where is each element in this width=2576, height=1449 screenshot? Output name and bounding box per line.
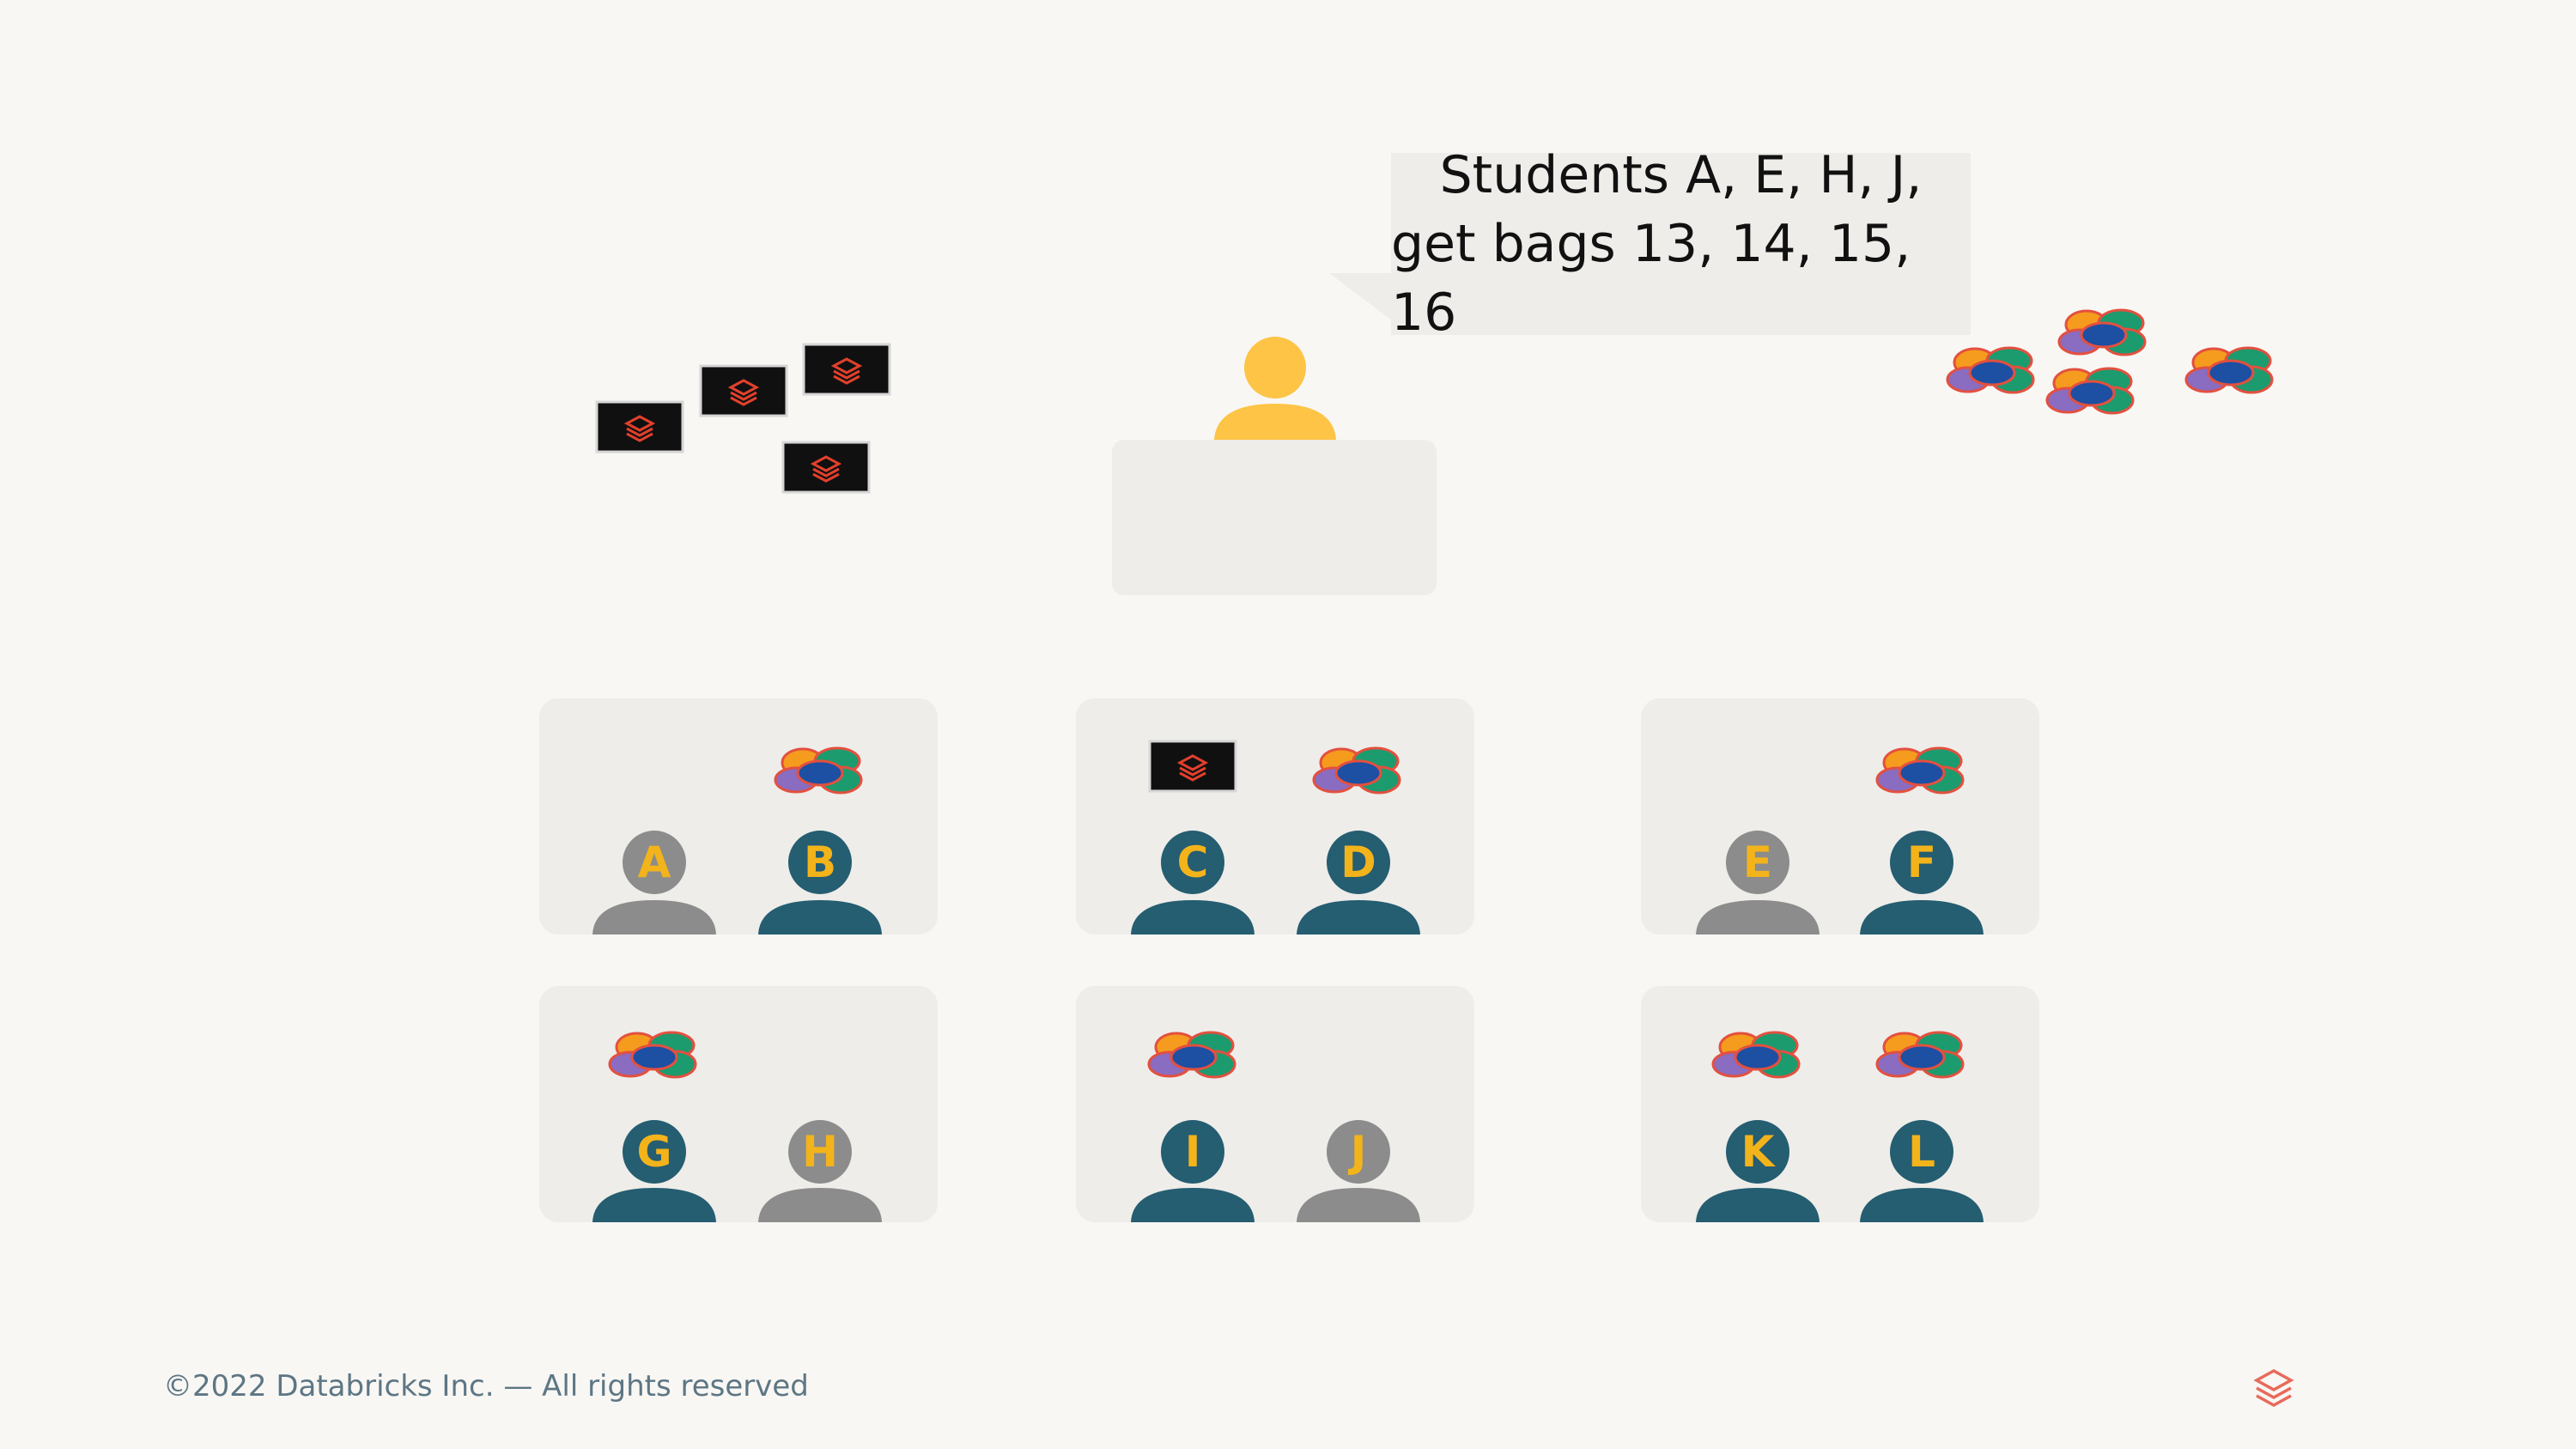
databricks-logo-icon [2253, 1369, 2294, 1407]
student-letter: H [802, 1127, 838, 1177]
student-head-icon [623, 831, 686, 894]
student-head-icon [1890, 831, 1953, 894]
student-d: D [1297, 831, 1420, 935]
student-body-icon [592, 1188, 716, 1222]
candy-icon [608, 1031, 697, 1079]
student-head-icon [623, 1120, 686, 1184]
student-body-icon [1131, 1188, 1255, 1222]
student-letter: F [1907, 837, 1936, 887]
desk-ef [1641, 698, 2039, 935]
candy-icon [2184, 346, 2274, 394]
student-e: E [1696, 831, 1820, 935]
student-letter: K [1741, 1127, 1777, 1177]
student-head-icon [1327, 1120, 1390, 1184]
speech-line-1: Students A, E, H, J, [1439, 145, 1923, 205]
desk-kl [1641, 986, 2039, 1222]
student-f: F [1860, 831, 1984, 935]
student-head-icon [788, 1120, 852, 1184]
student-letter: B [804, 837, 836, 887]
student-letter: L [1908, 1127, 1935, 1177]
student-letter: A [638, 837, 671, 887]
student-body-icon [1131, 900, 1255, 935]
student-head-icon [1161, 831, 1224, 894]
student-head-icon [1327, 831, 1390, 894]
desk-ij [1076, 986, 1474, 1222]
bag-icon [595, 400, 684, 454]
student-body-icon [1860, 1188, 1984, 1222]
student-letter: I [1185, 1127, 1201, 1177]
candy-icon [1711, 1031, 1801, 1079]
student-body-icon [758, 1188, 882, 1222]
student-i: I [1131, 1120, 1255, 1222]
desk-gh [539, 986, 938, 1222]
candy-icon [1875, 1031, 1965, 1079]
student-j: J [1297, 1120, 1420, 1222]
candy-icon [2045, 367, 2135, 415]
student-k: K [1696, 1120, 1820, 1222]
teacher-desk [1112, 440, 1437, 595]
candy-icon [1147, 1031, 1236, 1079]
student-h: H [758, 1120, 882, 1222]
candy-icon [1946, 346, 2035, 394]
bag-icon [802, 343, 891, 396]
student-letter: D [1340, 837, 1376, 887]
student-body-icon [1297, 900, 1420, 935]
student-g: G [592, 1120, 716, 1222]
student-body-icon [592, 900, 716, 935]
bag-icon [1148, 740, 1237, 793]
bag-icon [781, 441, 871, 494]
student-body-icon [1860, 900, 1984, 935]
desk-ab [539, 698, 938, 935]
student-l: L [1860, 1120, 1984, 1222]
student-letter: J [1348, 1127, 1367, 1177]
student-b: B [758, 831, 882, 935]
student-letter: E [1743, 837, 1772, 887]
desk-cd [1076, 698, 1474, 935]
candy-icon [2057, 308, 2147, 356]
student-head-icon [1161, 1120, 1224, 1184]
candy-icon [1875, 746, 1965, 795]
student-head-icon [1890, 1120, 1953, 1184]
student-body-icon [1696, 1188, 1820, 1222]
student-a: A [592, 831, 716, 935]
teacher-icon [1214, 337, 1336, 440]
student-head-icon [1726, 831, 1789, 894]
candy-icon [774, 746, 863, 795]
student-body-icon [1696, 900, 1820, 935]
footer-copyright: ©2022 Databricks Inc. — All rights reser… [163, 1369, 809, 1403]
speech-bubble: Students A, E, H, J, get bags 13, 14, 15… [1391, 145, 1971, 343]
bag-icon [699, 364, 788, 417]
candy-icon [1312, 746, 1401, 795]
student-c: C [1131, 831, 1255, 935]
student-letter: C [1177, 837, 1209, 887]
student-body-icon [758, 900, 882, 935]
student-head-icon [1726, 1120, 1789, 1184]
student-head-icon [788, 831, 852, 894]
speech-bubble-tail [1329, 273, 1398, 325]
student-body-icon [1297, 1188, 1420, 1222]
speech-line-2: get bags 13, 14, 15, 16 [1391, 214, 1911, 343]
student-letter: G [636, 1127, 671, 1177]
